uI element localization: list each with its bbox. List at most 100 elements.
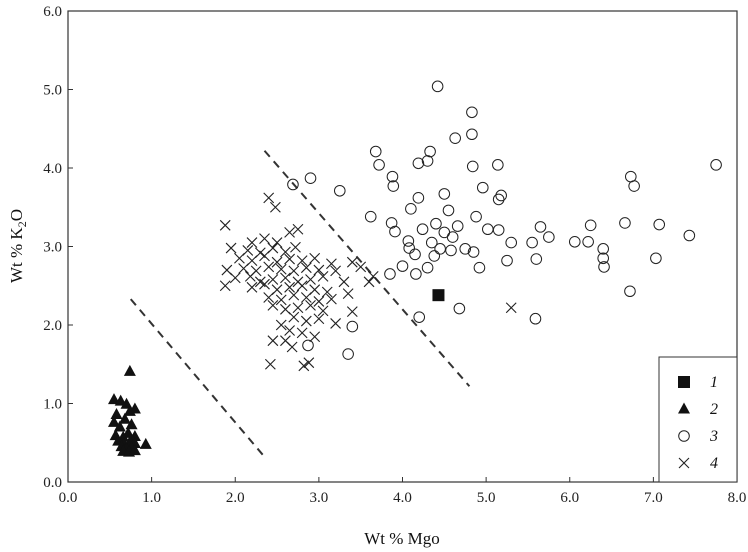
data-point-series-4 xyxy=(330,265,341,277)
data-point-series-3 xyxy=(287,178,299,191)
data-point-series-3 xyxy=(445,244,457,257)
data-point-series-4 xyxy=(290,241,301,253)
y-tick-label: 1.0 xyxy=(43,397,62,413)
y-tick-label: 4.0 xyxy=(43,161,62,177)
data-point-series-3 xyxy=(530,253,543,265)
axis-ticks: 0.0 1.0 2.0 3.0 4.0 5.0 6.0 7.0 8.0 0.0 1.0 2.0 3.0 4… xyxy=(43,4,746,506)
legend-box xyxy=(658,356,738,483)
data-point-series-3 xyxy=(473,261,486,274)
data-point-series-3 xyxy=(459,243,472,255)
data-point-series-4 xyxy=(286,341,298,353)
data-point-series-3 xyxy=(364,210,377,223)
x-tick-label: 7.0 xyxy=(644,490,663,506)
plot-area xyxy=(67,10,738,483)
y-axis-label-subscript: 2 xyxy=(15,221,29,227)
data-point-series-4 xyxy=(275,263,287,275)
data-point-series-3 xyxy=(597,252,610,265)
data-point-series-3 xyxy=(442,204,455,217)
data-point-series-3 xyxy=(412,192,425,204)
data-point-series-3 xyxy=(505,236,518,249)
data-point-series-3 xyxy=(492,193,505,206)
data-point-series-4 xyxy=(275,294,287,306)
data-point-series-4 xyxy=(263,292,275,303)
data-point-series-3 xyxy=(624,285,636,298)
data-point-series-3 xyxy=(501,254,513,267)
data-point-series-4 xyxy=(296,280,308,292)
data-point-series-4 xyxy=(342,288,354,299)
data-point-series-4 xyxy=(234,252,245,264)
data-point-series-3 xyxy=(446,231,459,243)
data-point-series-4 xyxy=(288,265,300,277)
data-point-series-4 xyxy=(326,293,337,305)
data-point-series-2 xyxy=(128,444,141,456)
x-tick-label: 6.0 xyxy=(560,490,579,506)
data-point-series-3 xyxy=(526,236,538,249)
data-point-series-3 xyxy=(373,159,385,171)
data-point-series-3 xyxy=(385,217,398,229)
y-tick-label: 0.0 xyxy=(43,475,62,491)
data-point-series-4 xyxy=(321,286,333,298)
data-point-series-3 xyxy=(346,320,359,333)
y-tick-label: 3.0 xyxy=(43,240,62,256)
legend-marker-series-1 xyxy=(678,376,690,388)
data-point-series-3 xyxy=(396,260,409,272)
data-point-series-2 xyxy=(123,404,136,416)
data-point-series-4 xyxy=(317,270,329,282)
y-axis-label-part-1: Wt % K xyxy=(7,227,26,283)
data-point-series-3 xyxy=(425,236,438,249)
data-point-series-3 xyxy=(409,248,421,261)
data-point-series-2 xyxy=(118,412,131,424)
data-point-series-3 xyxy=(628,180,640,192)
data-point-series-3 xyxy=(476,181,489,194)
data-point-series-4 xyxy=(229,272,241,284)
data-point-series-3 xyxy=(492,159,504,171)
data-point-series-4 xyxy=(296,255,308,267)
data-point-series-3 xyxy=(369,145,382,158)
data-point-series-2 xyxy=(139,437,152,449)
data-point-series-3 xyxy=(481,223,494,236)
data-point-series-4 xyxy=(280,246,291,258)
data-point-series-3 xyxy=(342,348,354,360)
x-tick-label: 2.0 xyxy=(226,490,245,506)
data-point-series-3 xyxy=(402,235,415,247)
data-point-series-4 xyxy=(259,250,270,262)
data-point-series-3 xyxy=(451,220,464,232)
x-tick-label: 8.0 xyxy=(728,490,747,506)
data-point-series-3 xyxy=(470,210,482,223)
data-point-series-4 xyxy=(284,226,295,238)
legend-marker-series-3 xyxy=(678,430,690,442)
data-point-series-3 xyxy=(568,235,581,248)
data-point-series-4 xyxy=(288,311,300,323)
legend-marker-series-4 xyxy=(678,457,690,469)
data-point-series-4 xyxy=(246,237,258,248)
data-point-series-4 xyxy=(300,315,312,327)
data-point-series-4 xyxy=(270,201,281,213)
data-point-series-4 xyxy=(346,306,358,318)
data-point-series-4 xyxy=(303,357,315,369)
data-point-series-4 xyxy=(225,242,237,254)
data-point-series-3 xyxy=(466,106,478,119)
plot-frame xyxy=(67,10,738,483)
y-axis-label-part-2: O xyxy=(7,209,26,221)
data-point-series-3 xyxy=(453,302,466,315)
data-point-series-4 xyxy=(267,299,279,311)
legend-label-series-3: 3 xyxy=(709,428,718,445)
data-point-series-4 xyxy=(298,360,310,372)
data-point-series-3 xyxy=(410,268,422,280)
data-point-series-4 xyxy=(309,331,321,343)
data-point-series-2 xyxy=(110,407,123,419)
data-point-series-2 xyxy=(125,418,138,430)
data-point-series-2 xyxy=(123,364,136,376)
dashed-divider-line xyxy=(263,150,471,387)
data-point-series-2 xyxy=(107,393,120,405)
data-point-series-3 xyxy=(619,217,631,229)
data-point-series-4 xyxy=(288,289,300,301)
data-point-series-4 xyxy=(330,318,341,329)
data-point-series-3 xyxy=(421,155,434,167)
data-point-series-3 xyxy=(710,159,722,171)
x-tick-label: 5.0 xyxy=(477,490,496,506)
y-tick-label: 2.0 xyxy=(43,318,62,334)
data-point-series-2 xyxy=(114,394,127,406)
x-tick-label: 0.0 xyxy=(59,490,78,506)
data-point-series-4 xyxy=(296,327,308,339)
